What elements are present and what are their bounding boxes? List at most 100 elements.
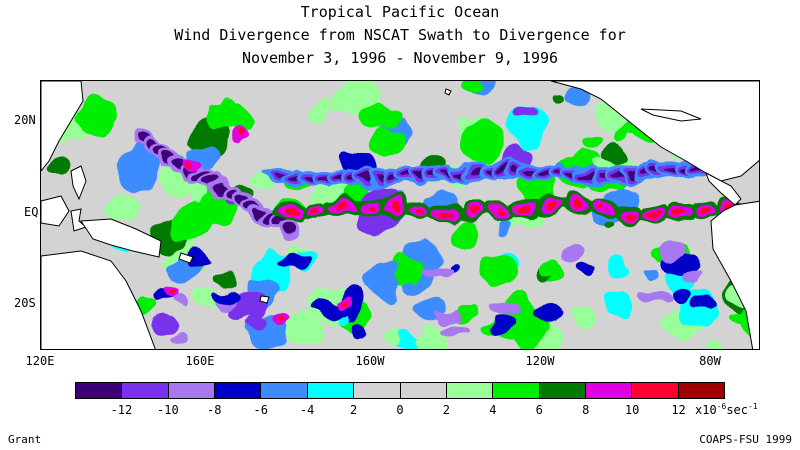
field-blob xyxy=(603,289,631,315)
field-blob xyxy=(187,160,195,166)
legend-units: x10-6sec-1 xyxy=(695,402,758,417)
legend-swatch xyxy=(76,383,123,398)
color-legend xyxy=(75,382,725,399)
field-blob xyxy=(441,208,453,217)
lat-label-eq: EQ xyxy=(24,205,39,219)
field-blob xyxy=(337,298,345,304)
field-blob xyxy=(153,312,176,335)
legend-swatch xyxy=(585,383,633,398)
land-australia xyxy=(41,250,156,349)
field-blob xyxy=(412,300,445,320)
field-blob xyxy=(690,296,718,308)
field-blob xyxy=(383,328,402,349)
field-blob xyxy=(117,144,161,194)
author-label: Grant xyxy=(8,433,42,446)
field-blob xyxy=(311,205,323,214)
field-blob xyxy=(564,245,585,262)
field-blob xyxy=(669,288,690,305)
field-blob xyxy=(642,264,659,276)
lat-label-20n: 20N xyxy=(14,113,36,127)
field-blob xyxy=(185,251,213,268)
land-solomons xyxy=(178,252,194,264)
field-blob xyxy=(167,290,175,296)
field-blob xyxy=(489,315,510,335)
field-blob xyxy=(172,331,190,345)
field-blob xyxy=(480,257,516,287)
field-blob xyxy=(330,93,360,117)
field-blob xyxy=(603,221,616,229)
field-blob xyxy=(461,117,502,163)
field-blob xyxy=(212,270,235,288)
field-blob xyxy=(623,207,635,216)
legend-tick-label: -8 xyxy=(207,403,222,417)
field-blob xyxy=(48,159,71,176)
field-blob xyxy=(171,203,213,246)
legend-swatch xyxy=(168,383,216,398)
field-blob xyxy=(306,99,330,122)
field-blob xyxy=(437,309,465,323)
field-blob xyxy=(724,311,749,328)
field-blob xyxy=(277,318,285,324)
land-hawaii xyxy=(444,88,452,96)
field-blob xyxy=(440,324,471,337)
field-blob xyxy=(515,106,533,121)
legend-tick-label: 0 xyxy=(396,403,404,417)
field-blob xyxy=(583,135,601,149)
field-blob xyxy=(491,300,517,315)
field-blob xyxy=(576,261,599,274)
field-blob xyxy=(574,307,598,325)
legend-swatch xyxy=(261,383,308,398)
field-blob xyxy=(170,296,189,307)
field-blob xyxy=(191,187,211,207)
land-cuba xyxy=(640,108,702,122)
land-new-guinea xyxy=(80,218,162,258)
field-blob xyxy=(335,311,350,325)
field-blob xyxy=(467,208,479,217)
field-blob xyxy=(286,311,327,347)
field-blob xyxy=(505,105,546,150)
land-fiji xyxy=(259,295,270,304)
legend-tick-label: 10 xyxy=(624,403,640,417)
legend-swatch xyxy=(215,383,262,398)
field-blob xyxy=(519,203,531,212)
legend-tick-label: 8 xyxy=(582,403,590,417)
legend-swatch xyxy=(678,383,725,398)
field-blob xyxy=(500,218,514,233)
credit-label: COAPS-FSU 1999 xyxy=(699,433,792,446)
field-blob xyxy=(278,254,311,269)
legend-swatch xyxy=(493,383,540,398)
legend-tick-label: 12 xyxy=(671,403,686,417)
field-blob xyxy=(682,271,700,283)
field-blob xyxy=(415,205,427,214)
legend-swatch xyxy=(122,383,169,398)
field-blob xyxy=(358,104,398,130)
lon-label-160e: 160E xyxy=(185,354,215,368)
legend-tick-label: -12 xyxy=(110,403,133,417)
field-blob xyxy=(659,242,683,262)
field-blob xyxy=(246,315,266,332)
lon-label-120e: 120E xyxy=(25,354,55,368)
field-blob xyxy=(597,203,605,209)
field-blob xyxy=(350,322,370,340)
title-line-1: Tropical Pacific Ocean xyxy=(300,3,500,21)
field-blob xyxy=(449,221,483,248)
divergence-map xyxy=(40,80,760,350)
field-blob xyxy=(283,225,299,237)
field-blob xyxy=(556,90,570,102)
legend-swatch xyxy=(307,383,355,398)
legend-swatch xyxy=(400,383,447,398)
field-blob xyxy=(103,194,139,222)
field-blob xyxy=(535,301,567,325)
field-blob xyxy=(709,339,723,349)
land-north-america xyxy=(550,81,759,182)
legend-swatch xyxy=(446,383,494,398)
field-blob xyxy=(497,208,505,214)
title-line-3: November 3, 1996 - November 9, 1996 xyxy=(241,49,559,67)
legend-tick-label: 2 xyxy=(349,403,358,417)
field-blob xyxy=(640,291,670,305)
lon-label-80w: 80W xyxy=(699,354,721,368)
legend-tick-label: -10 xyxy=(157,403,179,417)
field-blob xyxy=(419,265,451,276)
field-blob xyxy=(369,129,407,158)
land-south-america xyxy=(710,200,759,349)
